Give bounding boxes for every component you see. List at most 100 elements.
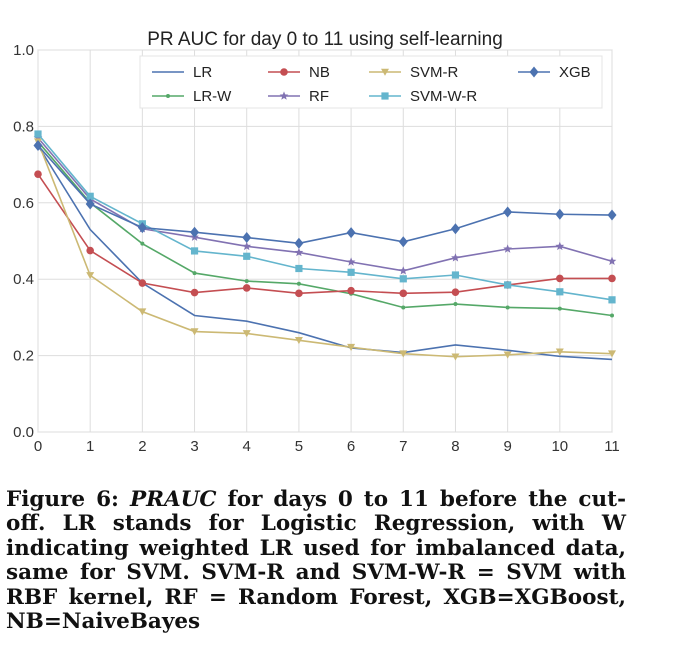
x-tick-label: 1	[86, 438, 94, 455]
legend-item-lr-w: LR-W	[152, 88, 232, 105]
series-svm-w-r	[34, 130, 616, 304]
data-point-xgb	[503, 206, 513, 218]
x-tick-label: 8	[451, 438, 459, 455]
series-svm-r	[34, 138, 616, 361]
x-tick-label: 11	[604, 438, 620, 455]
data-point-xgb	[398, 236, 408, 248]
data-point-svm-w-r	[608, 296, 616, 304]
data-point-svm-w-r	[190, 247, 199, 255]
data-point-svm-w-r	[34, 130, 42, 138]
chart-title: PR AUC for day 0 to 11 using self-learni…	[147, 29, 503, 50]
legend-label: LR-W	[193, 88, 232, 105]
caption-math: PRAUC	[129, 487, 217, 512]
legend-item-svm-w-r: SVM-W-R	[369, 88, 477, 105]
x-tick-label: 7	[399, 438, 407, 455]
series-xgb	[33, 140, 617, 249]
data-point-svm-r	[347, 343, 356, 351]
x-tick-label: 0	[34, 438, 42, 455]
data-point-svm-r	[451, 353, 460, 361]
series-lr	[37, 145, 613, 361]
data-point-lr-w	[140, 241, 145, 246]
data-point-lr-w	[192, 271, 197, 276]
x-tick-label: 10	[551, 438, 568, 455]
data-point-xgb	[33, 140, 43, 151]
x-tick-label: 6	[347, 438, 355, 455]
legend-item-rf: RF	[268, 88, 329, 105]
data-point-rf	[398, 266, 408, 275]
series-line-lr	[37, 145, 613, 361]
data-point-rf	[607, 256, 617, 265]
data-point-xgb	[450, 223, 460, 235]
legend-box	[139, 55, 603, 109]
data-point-svm-w-r	[399, 275, 407, 283]
data-point-svm-r	[190, 328, 199, 336]
y-tick-label: 0.6	[13, 195, 34, 212]
data-point-nb	[190, 288, 199, 297]
x-tick-label: 4	[243, 438, 251, 455]
data-point-nb	[608, 274, 616, 283]
tick-labels: 0 1 2 3 4 5 6 7 8 9 10 11 0.0 0.2 0.4 0.6 0.8 1.0	[13, 42, 620, 455]
data-point-svm-r	[555, 348, 564, 356]
y-tick-label: 1.0	[13, 42, 34, 59]
data-point-svm-r	[242, 330, 251, 338]
legend-label: RF	[309, 88, 329, 105]
legend-label: NB	[309, 64, 330, 81]
data-point-nb	[295, 289, 303, 298]
legend-swatch-marker	[166, 94, 170, 98]
data-point-nb	[556, 274, 564, 283]
series-lr-w	[36, 139, 614, 318]
data-point-svm-w-r	[86, 192, 94, 200]
legend-swatch-marker	[529, 66, 539, 78]
data-point-svm-r	[138, 308, 147, 316]
y-tick-label: 0.8	[13, 118, 34, 135]
series-lines	[33, 130, 617, 361]
data-point-lr-w	[296, 281, 301, 286]
data-point-svm-w-r	[243, 252, 251, 260]
y-tick-label: 0.0	[13, 424, 34, 441]
data-point-svm-w-r	[556, 288, 564, 296]
legend-swatch-marker	[381, 92, 389, 100]
data-point-lr-w	[453, 302, 458, 307]
data-point-rf	[503, 244, 513, 253]
data-point-xgb	[607, 209, 617, 221]
legend-label: XGB	[559, 64, 591, 81]
data-point-nb	[399, 289, 408, 298]
legend-label: LR	[193, 64, 212, 81]
series-line-xgb	[37, 144, 613, 245]
series-line-svm-w-r	[37, 133, 613, 301]
y-tick-label: 0.2	[13, 348, 34, 365]
data-point-lr-w	[505, 305, 510, 310]
data-point-rf	[346, 257, 356, 266]
data-point-lr-w	[401, 305, 406, 310]
data-point-svm-w-r	[347, 268, 355, 276]
caption-text: for days 0 to 11 before the cut-off. LR …	[6, 487, 626, 635]
data-point-nb	[347, 286, 355, 295]
figure-caption: Figure 6: PRAUC for days 0 to 11 before …	[6, 487, 626, 635]
data-point-svm-r	[503, 351, 512, 359]
data-point-lr-w	[244, 279, 249, 284]
data-point-rf	[555, 241, 565, 251]
data-point-nb	[34, 170, 42, 178]
data-point-svm-r	[294, 337, 303, 345]
data-point-nb	[138, 279, 147, 287]
x-tick-label: 3	[190, 438, 198, 455]
data-point-nb	[86, 246, 94, 255]
data-point-nb	[451, 288, 460, 296]
x-tick-label: 9	[503, 438, 511, 455]
data-point-xgb	[346, 227, 356, 239]
series-line-lr-w	[37, 141, 613, 317]
legend-label: SVM-W-R	[410, 88, 477, 105]
legend-label: SVM-R	[410, 64, 459, 81]
data-point-xgb	[555, 208, 565, 220]
data-point-xgb	[85, 198, 95, 210]
data-point-svm-r	[608, 350, 616, 358]
data-point-svm-w-r	[504, 281, 512, 289]
series-line-svm-r	[37, 141, 613, 358]
legend-item-svm-r: SVM-R	[369, 64, 459, 81]
y-tick-label: 0.4	[13, 271, 34, 288]
data-point-xgb	[294, 237, 304, 249]
data-point-rf	[242, 241, 252, 251]
plot-area	[37, 49, 613, 433]
series-line-nb	[37, 173, 612, 295]
legend-swatch-marker	[280, 68, 288, 76]
